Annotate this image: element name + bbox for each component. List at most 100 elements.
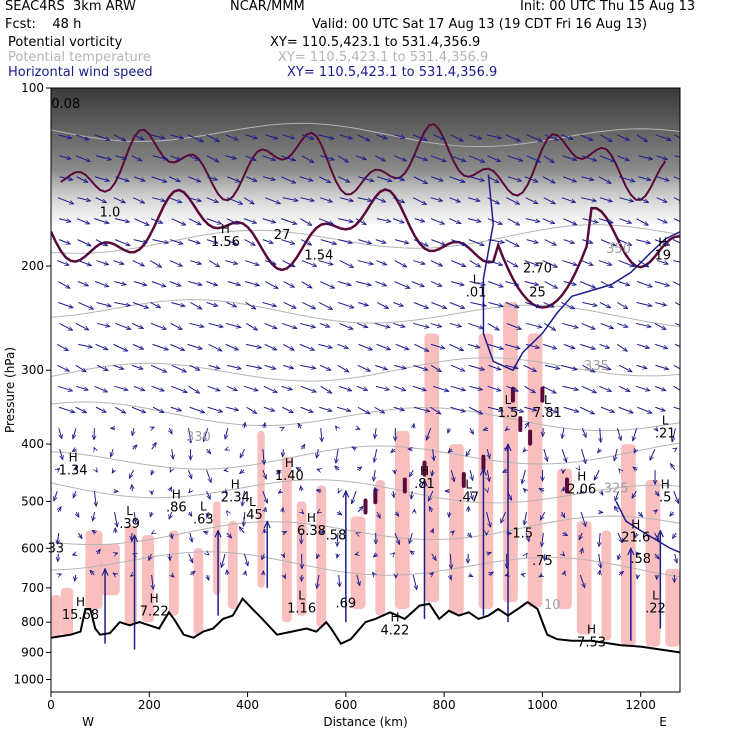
- pv-blob: [402, 477, 407, 494]
- wind-arrow: [151, 469, 153, 475]
- wind-arrow: [133, 197, 144, 204]
- wind-arrow: [395, 512, 398, 516]
- wind-arrow: [524, 281, 538, 285]
- wind-arrow: [245, 155, 256, 161]
- wind-arrow: [413, 176, 428, 185]
- wind-arrow: [599, 570, 600, 575]
- wind-arrow: [115, 176, 130, 182]
- extremum-value: 1.0: [100, 206, 121, 221]
- wind-arrow: [94, 281, 109, 287]
- cloud-column: [645, 479, 661, 647]
- wind-arrow: [151, 281, 166, 287]
- wind-arrow: [563, 281, 577, 285]
- wind-arrow: [338, 302, 354, 307]
- wind-arrow: [655, 343, 668, 348]
- wind-arrow: [393, 491, 394, 498]
- wind-arrow: [58, 281, 70, 289]
- y-tick-label: 700: [21, 581, 44, 595]
- wind-arrow: [94, 447, 95, 449]
- wind-arrow: [393, 302, 403, 306]
- wind-arrow: [337, 554, 338, 558]
- wind-arrow: [524, 489, 526, 491]
- wind-arrow: [150, 322, 166, 329]
- wind-arrow: [544, 323, 555, 330]
- wind-arrow: [265, 134, 278, 139]
- cloud-column: [168, 530, 179, 616]
- wind-arrow: [187, 197, 202, 201]
- wind-arrow: [282, 426, 284, 428]
- wind-arrow: [506, 260, 518, 267]
- wind-arrow: [635, 385, 650, 390]
- wind-arrow: [225, 239, 237, 246]
- wind-arrow: [263, 449, 264, 464]
- extremum-marker: H: [285, 456, 294, 470]
- y-tick-label: 800: [21, 615, 44, 629]
- wind-arrow: [76, 385, 88, 390]
- wind-arrow: [487, 260, 503, 266]
- extremum-marker: L: [505, 393, 512, 407]
- wind-arrow: [450, 134, 464, 142]
- wind-arrow: [206, 218, 222, 224]
- wind-arrow: [468, 406, 482, 415]
- wind-arrow: [171, 532, 172, 539]
- wind-arrow: [597, 449, 600, 453]
- wind-arrow: [618, 260, 634, 267]
- wind-arrow: [264, 364, 276, 369]
- extremum-marker: H: [69, 450, 78, 464]
- wind-arrow: [358, 343, 373, 349]
- wind-arrow: [637, 406, 652, 413]
- wind-arrow: [562, 322, 578, 327]
- wind-arrow: [113, 364, 123, 369]
- wind-arrow: [673, 197, 680, 203]
- wind-arrow: [450, 553, 451, 569]
- wind-arrow: [169, 553, 170, 560]
- wind-speed-contour: [615, 501, 680, 554]
- extremum-marker: H: [577, 470, 586, 484]
- extremum-marker: H: [76, 595, 85, 609]
- wind-arrow: [335, 426, 337, 428]
- wind-arrow: [581, 385, 597, 394]
- wind-arrow: [301, 444, 304, 450]
- extremum-value: 0.08: [51, 97, 80, 112]
- wind-arrow: [188, 155, 199, 161]
- extremum-value: .22: [645, 601, 666, 616]
- wind-arrow: [524, 511, 526, 525]
- wind-arrow: [526, 155, 541, 163]
- wind-arrow: [468, 134, 482, 139]
- wind-arrow: [57, 385, 72, 391]
- wind-arrow: [393, 385, 406, 390]
- wind-arrow: [54, 490, 58, 501]
- wind-arrow: [92, 530, 96, 533]
- extremum-marker: H: [172, 487, 181, 501]
- wind-arrow: [525, 343, 540, 348]
- wind-arrow: [75, 322, 89, 331]
- header-init: Init: 00 UTC Thu 15 Aug 13: [520, 0, 696, 14]
- wind-arrow: [76, 218, 90, 224]
- wind-arrow: [170, 322, 182, 330]
- wind-arrow: [188, 281, 202, 286]
- wind-arrow: [470, 469, 473, 480]
- wind-arrow: [97, 322, 110, 326]
- wind-arrow: [432, 529, 433, 533]
- wind-arrow: [243, 218, 257, 224]
- wind-arrow: [94, 134, 109, 140]
- wind-arrow: [487, 553, 492, 554]
- wind-arrow: [300, 364, 315, 368]
- wind-arrow: [94, 218, 109, 224]
- wind-arrow: [282, 406, 293, 414]
- wind-arrow: [114, 385, 128, 390]
- wind-arrow: [319, 322, 330, 327]
- wind-arrow: [542, 176, 555, 184]
- wind-arrow: [339, 260, 354, 268]
- extremum-marker: L: [465, 477, 472, 491]
- wind-arrow: [300, 406, 313, 412]
- wind-arrow: [339, 322, 353, 330]
- wind-arrow: [544, 406, 557, 412]
- wind-arrow: [96, 301, 112, 306]
- wind-arrow: [317, 574, 319, 588]
- wind-arrow: [466, 448, 471, 456]
- wind-arrow: [521, 574, 524, 575]
- wind-arrow: [357, 506, 363, 513]
- wind-arrow: [300, 239, 311, 246]
- wind-arrow: [431, 176, 443, 181]
